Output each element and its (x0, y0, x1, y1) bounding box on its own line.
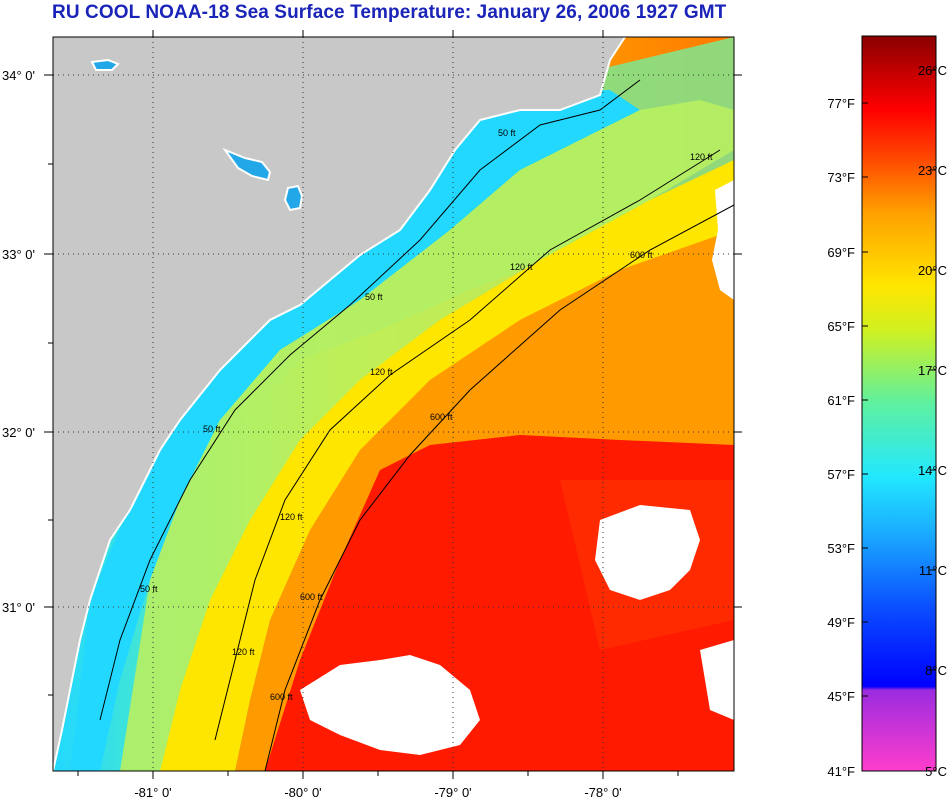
colorbar-c-label: 20°C (918, 263, 947, 278)
mid-shelf-green-band (120, 100, 734, 771)
lon-label-80: -80° 0' (284, 785, 321, 800)
cloud-patch-south (300, 655, 480, 755)
lat-label-33: 33° 0' (2, 247, 35, 262)
contour-label: 50 ft (140, 584, 158, 594)
colorbar-f-label: 61°F (827, 393, 855, 408)
colorbar-c-label: 26°C (918, 63, 947, 78)
contour-label: 600 ft (630, 250, 653, 260)
colorbar-ticks (862, 69, 936, 697)
map-ticks (44, 30, 742, 779)
contour-label: 50 ft (498, 128, 516, 138)
contour-label: 120 ft (232, 647, 255, 657)
colorbar-f-label: 53°F (827, 541, 855, 556)
colorbar-c-label: 11°C (919, 563, 947, 578)
contour-label: 50 ft (203, 424, 221, 434)
lat-label-32: 32° 0' (2, 425, 35, 440)
contour-label: 600 ft (270, 692, 293, 702)
map-title: RU COOL NOAA-18 Sea Surface Temperature:… (52, 2, 727, 23)
yellow-shelf-band (160, 160, 734, 771)
colorbar-f-label: 69°F (827, 245, 855, 260)
lon-label-79: -79° 0' (434, 785, 471, 800)
cold-nearshore-band (70, 90, 640, 771)
land-mainland (53, 37, 625, 771)
contour-50ft (99, 79, 641, 721)
colorbar-f-label: 57°F (827, 467, 855, 482)
contour-600ft (264, 204, 734, 771)
cloud-edge-southeast (700, 640, 734, 720)
contour-label: 120 ft (690, 152, 713, 162)
colorbar-f-label: 41°F (827, 764, 855, 779)
graticule (53, 37, 734, 771)
colorbar (861, 35, 937, 772)
inland-lake-north (90, 58, 120, 71)
lon-label-81: -81° 0' (134, 785, 171, 800)
map-frame (52, 36, 735, 772)
colorbar-c-label: 17°C (918, 363, 947, 378)
contour-label: 600 ft (300, 592, 323, 602)
colorbar-c-label: 8°C (925, 663, 947, 678)
cloud-patch-east (595, 505, 700, 600)
colorbar-f-label: 49°F (827, 615, 855, 630)
colorbar-f-label: 65°F (827, 319, 855, 334)
colorbar-c-label: 23°C (918, 163, 947, 178)
contour-label: 600 ft (430, 412, 453, 422)
contour-label: 120 ft (510, 262, 533, 272)
colorbar-c-label: 14°C (918, 463, 947, 478)
contour-label: 120 ft (370, 367, 393, 377)
cloud-edge-east (712, 180, 734, 300)
colorbar-f-label: 45°F (827, 689, 855, 704)
lake-marion (222, 147, 272, 182)
lake-moultrie (283, 184, 304, 212)
lat-label-31: 31° 0' (2, 600, 35, 615)
colorbar-f-label: 73°F (827, 170, 855, 185)
lon-label-78: -78° 0' (584, 785, 621, 800)
colorbar-f-label: 77°F (827, 96, 855, 111)
contour-label: 120 ft (280, 512, 303, 522)
contour-label: 50 ft (365, 292, 383, 302)
contour-120ft (214, 149, 721, 741)
lat-label-34: 34° 0' (2, 68, 35, 83)
coastline (53, 37, 626, 771)
colorbar-c-label: 5°C (925, 764, 947, 779)
